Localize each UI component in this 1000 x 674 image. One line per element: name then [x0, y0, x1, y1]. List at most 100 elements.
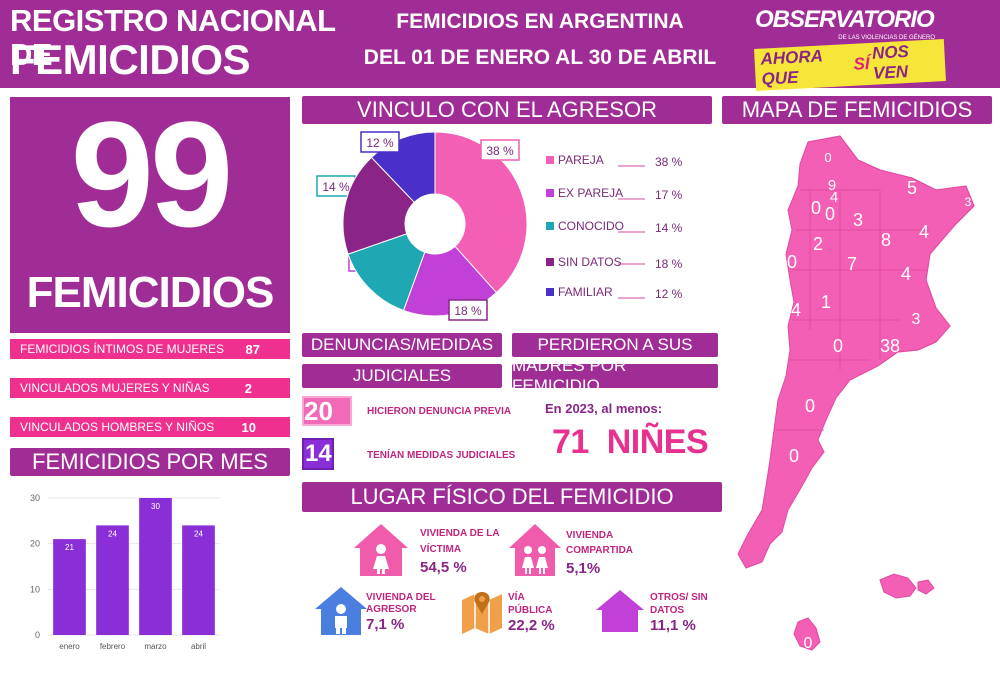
map-province-value: 2: [813, 234, 823, 254]
legend-label: EX PAREJA: [558, 186, 623, 200]
breakdown-value: 10: [241, 419, 256, 435]
map-province-lines: [776, 189, 930, 431]
pie-slice-conocido: [347, 233, 426, 312]
pie-slice-label: 12 %: [366, 136, 394, 150]
map-province-value: 0: [804, 635, 813, 652]
total-box: [10, 97, 290, 333]
medidas-judiciales-label: TENÍAN MEDIDAS JUDICIALES: [367, 450, 516, 461]
page-subtitle-line1: FEMICIDIOS EN ARGENTINA: [396, 10, 684, 33]
map-province-value: 3: [965, 195, 972, 209]
page-title-line1: REGISTRO NACIONAL DE: [10, 3, 336, 72]
pie-chart-title: VINCULO CON EL AGRESOR: [302, 96, 712, 124]
pie-slice-label-box: [480, 139, 520, 161]
legend-value: 18 %: [655, 257, 683, 271]
madres-value: 71 NIÑES: [552, 423, 709, 461]
bar-data-label: 24: [194, 529, 203, 538]
bar-data-label: 21: [65, 543, 74, 552]
map-province-value: 3: [912, 311, 921, 328]
total-number: 99: [70, 90, 234, 258]
y-tick-label: 30: [30, 493, 40, 503]
logo-tagline-b: SÍ: [853, 53, 871, 74]
bar-chart-title: FEMICIDIOS POR MES: [10, 448, 290, 476]
observatorio-logo: OBSERVATORIO DE LAS VIOLENCIAS DE GÉNERO…: [754, 6, 946, 91]
lugar-otros-label2: DATOS: [650, 605, 685, 616]
bar-enero: [53, 539, 86, 635]
bar-data-label: 30: [151, 502, 160, 511]
legend-swatch: [546, 288, 554, 296]
medidas-judiciales-box: [302, 438, 334, 470]
map-province-value: 0: [825, 204, 835, 224]
map-province-value: 4: [919, 222, 929, 242]
lugar-title: LUGAR FÍSICO DEL FEMICIDIO: [302, 482, 722, 512]
breakdown-label: VINCULADOS HOMBRES Y NIÑOS: [20, 420, 215, 434]
map-province-value: 38: [880, 336, 900, 356]
total-label: FEMICIDIOS: [26, 268, 275, 317]
denuncia-previa-value: 20: [304, 396, 333, 426]
map-province-value: 0: [833, 336, 843, 356]
x-tick-label: abril: [191, 642, 206, 651]
map-province-value: 3: [853, 210, 863, 230]
breakdown-value: 87: [245, 341, 260, 357]
map-malvinas-east: [917, 579, 935, 595]
lugar-compartida-label2: COMPARTIDA: [566, 545, 634, 556]
legend-value: 12 %: [655, 287, 683, 301]
lugar-via-value: 22,2 %: [508, 617, 555, 634]
legend-value: 14 %: [655, 221, 683, 235]
lugar-via-label1: VÍA: [508, 592, 525, 603]
logo-tagline-a: AHORA QUE: [760, 46, 823, 89]
legend-value: 17 %: [655, 188, 683, 202]
y-tick-label: 20: [30, 539, 40, 549]
map-province-value: 4: [901, 264, 911, 284]
map-country-shape: [737, 135, 975, 569]
map-province-value: 4: [830, 189, 838, 206]
lugar-agresor-value: 7,1 %: [366, 616, 405, 633]
denuncia-previa-label: HICIERON DENUNCIA PREVIA: [367, 406, 512, 417]
legend-label: SIN DATOS: [558, 255, 622, 269]
page-subtitle-line2: DEL 01 DE ENERO AL 30 DE ABRIL: [363, 46, 717, 69]
medidas-judiciales-value: 14: [305, 440, 332, 467]
madres-intro: En 2023, al menos:: [545, 401, 663, 416]
legend-label: FAMILIAR: [558, 285, 613, 299]
lugar-agresor-label2: AGRESOR: [366, 604, 417, 615]
map-province-value: 9: [828, 177, 836, 194]
lugar-via-label2: PÚBLICA: [508, 605, 553, 616]
map-province-value: 8: [881, 230, 891, 250]
map-province-value: 0: [811, 198, 821, 218]
map-province-value: 0: [787, 252, 797, 272]
madres-title-line2: MADRES POR FEMICIDIO: [512, 356, 718, 395]
map-province-value: 0: [824, 150, 831, 165]
map-province-value: 0: [789, 446, 799, 466]
bar-abril: [182, 525, 215, 635]
map-province-value: 0: [805, 396, 815, 416]
map-province-value: 7: [847, 254, 857, 274]
logo-main-text: OBSERVATORIO: [755, 6, 935, 33]
logo-tagline: AHORA QUE SÍ NOS VEN: [754, 39, 946, 91]
map-tierra-del-fuego: [793, 617, 821, 651]
pie-slice-label-box: [448, 299, 488, 321]
lugar-victima-value: 54,5 %: [420, 559, 467, 576]
breakdown-row-intimos: FEMICIDIOS ÍNTIMOS DE MUJERES 87: [10, 339, 290, 359]
legend-value: 38 %: [655, 155, 683, 169]
lugar-agresor-label1: VIVIENDA DEL: [366, 592, 436, 603]
lugar-otros-label1: OTROS/ SIN: [650, 592, 708, 603]
denuncias-title-line2: JUDICIALES: [302, 364, 502, 388]
bar-chart: 0 10 20 30 21 enero 24 febrero 30 marzo 24 abril: [30, 493, 220, 651]
breakdown-row-vinculados-mujeres: VINCULADOS MUJERES Y NIÑAS 2: [10, 378, 290, 398]
legend-label: CONOCIDO: [558, 219, 624, 233]
house-agresor-icon: [315, 587, 367, 635]
map-province-value: 1: [821, 292, 831, 312]
lugar-otros-value: 11,1 %: [650, 617, 696, 634]
x-tick-label: enero: [59, 642, 80, 651]
y-tick-label: 0: [35, 630, 40, 640]
bar-data-label: 24: [108, 529, 117, 538]
y-tick-label: 10: [30, 584, 40, 594]
breakdown-label: VINCULADOS MUJERES Y NIÑAS: [20, 381, 210, 395]
logo-small-text: DE LAS VIOLENCIAS DE GÉNERO: [838, 35, 935, 41]
lugar-compartida-label1: VIVIENDA: [566, 530, 614, 541]
bar-marzo: [139, 498, 172, 635]
lugar-victima-label2: VÍCTIMA: [420, 544, 462, 555]
breakdown-label: FEMICIDIOS ÍNTIMOS DE MUJERES: [20, 342, 225, 356]
map-pin-icon: [462, 592, 502, 634]
pie-chart: 38 % 17 % 14 % 18 % 12 % PAREJA 38 % EX PAREJA 1…: [316, 131, 683, 321]
